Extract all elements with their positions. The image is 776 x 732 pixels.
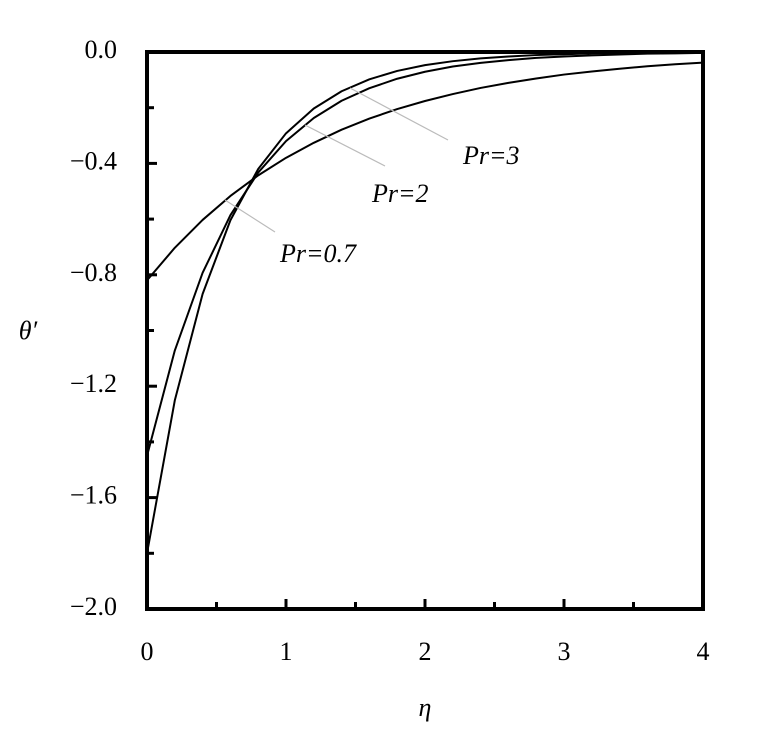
y-tick-label: −1.2 [70,369,117,398]
y-tick-label: −1.6 [70,481,117,510]
series-label: Pr=0.7 [279,239,357,268]
leader-line [349,87,449,141]
x-tick-label: 4 [697,637,710,666]
x-tick-label: 2 [419,637,432,666]
x-tick-label: 0 [141,637,154,666]
x-tick-label: 1 [280,637,293,666]
series-label: Pr=3 [462,141,520,170]
y-tick-label: −0.4 [70,146,117,175]
series-line [146,61,704,282]
leader-line [304,124,386,167]
y-tick-label: −0.8 [70,258,117,287]
y-axis-label: θ′ [19,316,38,345]
x-axis-label: η [419,693,432,722]
series-line [146,51,704,457]
x-tick-label: 3 [558,637,571,666]
plot-frame [145,50,705,611]
series-label: Pr=2 [371,179,429,208]
leader-line [224,199,276,233]
y-tick-label: 0.0 [85,35,118,64]
y-tick-label: −2.0 [70,592,117,621]
